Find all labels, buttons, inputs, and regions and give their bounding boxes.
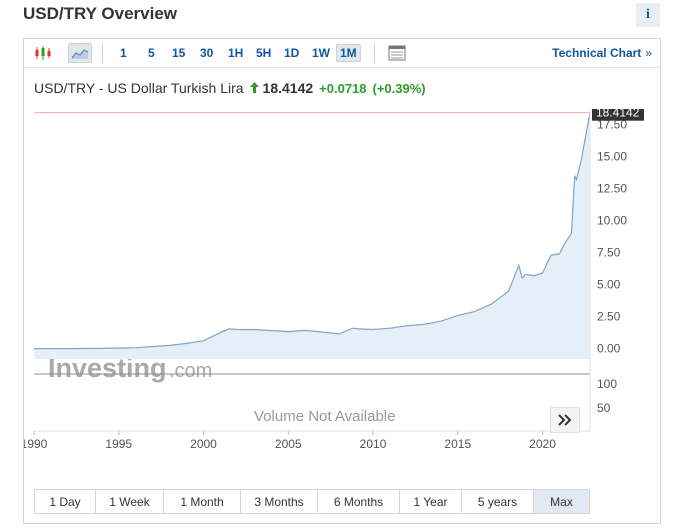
x-tick-label: 2005 — [275, 437, 302, 451]
range-button-6-months[interactable]: 6 Months — [318, 490, 400, 513]
y-tick-label: 5.00 — [597, 278, 621, 292]
y-tick-label: 10.00 — [597, 214, 627, 228]
interval-30min[interactable]: 30 — [200, 46, 214, 60]
range-button-1-day[interactable]: 1 Day — [35, 490, 96, 513]
toolbar-divider — [102, 44, 103, 63]
last-price-tag — [592, 104, 644, 121]
x-tick-label: 2015 — [444, 437, 471, 451]
range-button-5-years[interactable]: 5 years — [462, 490, 534, 513]
x-tick-label: 2000 — [190, 437, 217, 451]
range-button-3-months[interactable]: 3 Months — [241, 490, 318, 513]
quote-line: USD/TRY - US Dollar Turkish Lira 18.4142… — [34, 80, 426, 96]
price-chart[interactable]: Investing .com 0.00 2.50 5.00 7.50 10.00 12.5… — [21, 104, 660, 483]
chevron-right-icon: » — [645, 46, 652, 60]
y-tick-label: 2.50 — [597, 310, 621, 324]
time-range-selector: 1 Day 1 Week 1 Month 3 Months 6 Months 1… — [34, 489, 590, 514]
range-button-1-week[interactable]: 1 Week — [96, 490, 164, 513]
technical-chart-link[interactable]: Technical Chart» — [552, 46, 652, 60]
interval-1w[interactable]: 1W — [312, 46, 330, 60]
x-tick-label: 2010 — [360, 437, 387, 451]
technical-chart-label: Technical Chart — [552, 46, 642, 60]
chart-scroll-right-button[interactable] — [550, 407, 580, 433]
x-tick-label: 1995 — [105, 437, 132, 451]
up-arrow-icon — [249, 80, 259, 96]
volume-tick-label: 50 — [597, 401, 611, 415]
chart-widget: 1 5 15 30 1H 5H 1D 1W 1M Technical Chart… — [21, 38, 661, 524]
volume-tick-label: 100 — [597, 377, 617, 391]
y-tick-label: 12.50 — [597, 181, 627, 195]
price-change: +0.0718 — [319, 80, 367, 96]
interval-1d[interactable]: 1D — [284, 46, 300, 60]
interval-5min[interactable]: 5 — [148, 46, 155, 60]
last-price: 18.4142 — [262, 80, 314, 96]
price-chart-svg[interactable]: Investing .com 0.002.505.007.5010.0012.5… — [21, 104, 660, 483]
instrument-name: USD/TRY - US Dollar Turkish Lira — [34, 80, 244, 96]
area-chart-icon[interactable] — [68, 43, 92, 63]
page-title: USD/TRY Overview — [23, 4, 178, 23]
price-area-fill — [34, 112, 590, 359]
interval-1min[interactable]: 1 — [120, 46, 127, 60]
table-view-icon[interactable] — [386, 43, 408, 63]
price-line — [34, 112, 591, 350]
candlestick-chart-icon[interactable] — [32, 43, 54, 63]
range-button-max[interactable]: Max — [534, 490, 589, 513]
x-tick-label: 1990 — [24, 437, 48, 451]
interval-5h[interactable]: 5H — [256, 46, 272, 60]
chart-toolbar: 1 5 15 30 1H 5H 1D 1W 1M Technical Chart… — [24, 39, 660, 68]
y-tick-label: 15.00 — [597, 149, 627, 163]
price-change-percent: (+0.39%) — [372, 80, 426, 96]
last-price-tag-label: 18.4142 — [596, 109, 640, 120]
toolbar-divider — [374, 44, 375, 63]
interval-15min[interactable]: 15 — [172, 46, 186, 60]
y-tick-label: 7.50 — [597, 246, 621, 260]
x-tick-label: 2020 — [529, 437, 556, 451]
y-tick-label: 0.00 — [597, 342, 621, 356]
double-chevron-right-icon — [558, 414, 572, 426]
range-button-1-year[interactable]: 1 Year — [400, 490, 462, 513]
range-button-1-month[interactable]: 1 Month — [164, 490, 241, 513]
volume-not-available: Volume Not Available — [254, 408, 395, 425]
y-tick-label: 17.50 — [597, 117, 627, 131]
interval-1h[interactable]: 1H — [228, 46, 244, 60]
watermark-suffix: .com — [169, 360, 212, 382]
interval-1m[interactable]: 1M — [336, 44, 361, 62]
info-button[interactable]: i — [636, 3, 660, 27]
